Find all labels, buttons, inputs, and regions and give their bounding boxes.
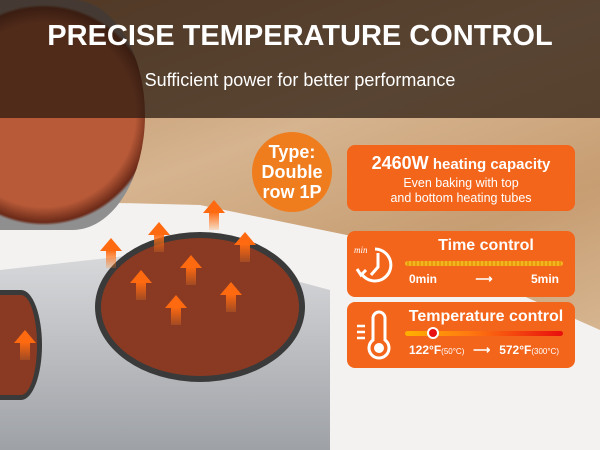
heat-arrow-icon (220, 282, 242, 312)
temperature-knob (427, 327, 440, 339)
time-max: 5min (530, 272, 559, 286)
temp-max: 572°F (499, 343, 532, 357)
power-card: 2460W heating capacity Even baking with … (347, 145, 575, 211)
heat-arrow-icon (165, 295, 187, 325)
temp-min-c: (50°C) (441, 347, 465, 356)
time-scale (405, 261, 563, 266)
page-title: PRECISE TEMPERATURE CONTROL (47, 20, 553, 52)
power-desc: and bottom heating tubes (390, 191, 532, 205)
clock-min-icon: min (354, 245, 393, 283)
header-band (0, 0, 600, 118)
arrow-right-icon: ⟶ (473, 343, 491, 357)
power-value: 2460W (371, 153, 429, 173)
heat-arrow-icon (203, 200, 225, 230)
type-badge: Type: Double row 1P (252, 132, 332, 212)
badge-line: Type: (268, 142, 316, 162)
badge-line: row 1P (262, 182, 322, 202)
temperature-card: Temperature control 122°F(50°C) ⟶ 572°F(… (347, 302, 575, 368)
power-desc: Even baking with top (403, 176, 519, 190)
temperature-title: Temperature control (408, 308, 564, 325)
heat-arrow-icon (180, 255, 202, 285)
time-min: 0min (409, 272, 438, 286)
time-title: Time control (438, 237, 534, 254)
time-card: min Time control 0min ⟶ 5min (347, 231, 575, 297)
temp-min: 122°F (409, 343, 442, 357)
svg-text:min: min (354, 245, 368, 255)
badge-line: Double (261, 162, 323, 182)
thermometer-icon (357, 310, 391, 360)
heat-arrow-icon (100, 238, 122, 268)
page-subtitle: Sufficient power for better performance (144, 70, 456, 90)
heat-arrow-icon (130, 270, 152, 300)
heat-arrow-icon (14, 330, 36, 360)
power-label: heating capacity (432, 156, 551, 173)
arrow-right-icon: ⟶ (475, 272, 493, 286)
heat-arrow-icon (148, 222, 170, 252)
heat-arrow-icon (234, 232, 256, 262)
temp-max-c: (300°C) (531, 347, 559, 356)
temperature-scale (405, 331, 563, 336)
